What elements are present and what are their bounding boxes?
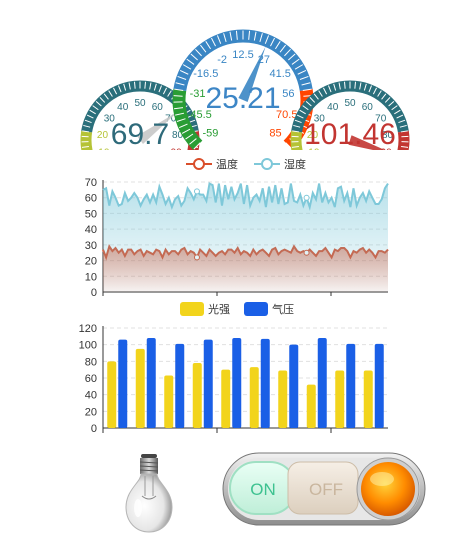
right-gauge-tick-label: 40 [327,102,339,113]
center-gauge-pointer [238,46,266,102]
bar-y-tick-label: 0 [91,423,97,435]
light-pressure-bar-chart: 光强 气压 0 20 40 60 80 100 120 [79,302,388,435]
line-y-tick-label: 0 [91,287,97,296]
pressure-bar [232,338,242,428]
light-bulb-icon[interactable] [118,452,180,534]
pressure-bar [374,343,384,428]
light-bar [306,384,316,428]
left-gauge-tick-label: 30 [104,114,116,125]
line-point [193,188,200,195]
line-y-tick-label: 30 [85,240,97,252]
legend-item-pressure[interactable]: 气压 [244,302,294,316]
right-gauge-tick-label: 70 [375,114,387,125]
center-gauge-tick-label: 56 [282,88,294,100]
switch-knob[interactable] [361,462,415,516]
right-gauge-tick-label: 60 [362,102,374,113]
left-gauge-tick-label: 60 [152,102,164,113]
left-gauge-tick-label: 20 [97,130,109,141]
right-gauge-tick-label: 50 [344,98,356,109]
bar-y-tick-label: 120 [79,323,97,335]
line-y-tick-label: 10 [85,271,97,283]
right-gauge-tick-label: 90 [381,148,393,150]
gauges-panel: 010203040506070809010069.7-59-45.5-31-16… [80,29,410,150]
left-gauge-tick-label: 10 [98,148,110,150]
light-bar [221,369,231,428]
bar-chart-series [107,338,384,428]
light-bar [335,370,345,428]
off-label: OFF [309,480,343,499]
left-gauge-pointer [137,111,179,145]
legend-label-pressure: 气压 [272,302,294,316]
light-bar [363,370,373,428]
light-bar [192,363,202,428]
bar-y-tick-label: 60 [85,373,97,385]
pressure-bar [317,338,327,428]
legend-label-humidity: 湿度 [284,157,306,171]
bar-y-tick-label: 40 [85,390,97,402]
center-gauge-tick-label: -59 [203,128,219,140]
pressure-bar [146,338,156,428]
legend-item-humidity[interactable]: 湿度 [254,157,306,171]
right-gauge-tick-label: 10 [308,148,320,150]
bar-y-tick-label: 20 [85,406,97,418]
light-bar [249,367,259,428]
center-gauge-tick-label: 70.5 [276,109,297,121]
right-gauge-tick-label: 30 [314,114,326,125]
center-gauge-tick-label: -2 [217,54,227,66]
center-gauge-tick-label: -45.5 [187,109,212,121]
left-gauge-tick-label: 90 [171,148,183,150]
center-gauge-tick-label: 41.5 [270,68,291,80]
line-y-tick-label: 70 [85,177,97,189]
bar-y-tick-label: 100 [79,340,97,352]
legend-label-temperature: 温度 [216,157,238,171]
left-gauge-tick-label: 80 [172,130,184,141]
on-off-toggle-switch[interactable]: ON OFF [222,452,426,526]
line-y-tick-label: 20 [85,256,97,268]
temperature-humidity-line-chart: 温度 湿度 0 10 20 30 40 50 60 70 [85,157,389,296]
left-gauge-tick-label: 70 [165,114,177,125]
light-bar [278,370,288,428]
line-series-humidity [102,182,389,211]
line-y-tick-label: 40 [85,224,97,236]
on-label: ON [250,480,276,499]
line-area-humidity [103,183,388,292]
center-gauge-tick-label: -16.5 [193,68,218,80]
center-gauge: -59-45.5-31-16.5-2 12.5 2741.55670.58525.2… [172,29,314,150]
pressure-bar [289,344,299,428]
pressure-bar [175,343,185,428]
right-gauge-pointer [348,135,385,150]
light-bar [135,348,145,428]
left-gauge-tick-label: 50 [134,98,146,109]
legend-item-temperature[interactable]: 温度 [186,157,238,171]
pressure-bar [118,339,128,428]
line-point [303,194,310,201]
right-gauge-value: 101.46 [304,118,396,150]
legend-label-light: 光强 [208,302,230,316]
bar-legend: 光强 气压 [180,302,294,316]
right-gauge: 0102030405060708090100101.46 [290,80,410,150]
right-gauge-tick-label: 20 [307,130,319,141]
left-gauge-tick-label: 40 [117,102,129,113]
legend-item-light[interactable]: 光强 [180,302,230,316]
center-gauge-tick-label: 12.5 [232,49,253,61]
right-gauge-tick-label: 80 [382,130,394,141]
line-legend: 温度 湿度 [186,157,306,171]
line-chart-series [102,182,389,292]
line-y-tick-label: 50 [85,208,97,220]
light-bar [164,375,174,428]
pressure-bar [346,343,356,428]
left-gauge-value: 69.7 [111,118,169,150]
line-y-tick-label: 60 [85,193,97,205]
bar-y-tick-label: 80 [85,356,97,368]
center-gauge-value: 25.21 [205,82,280,115]
pressure-bar [203,339,213,428]
light-bar [107,361,117,428]
pressure-bar [260,338,270,428]
center-gauge-tick-label: -31 [190,88,206,100]
center-gauge-tick-label: 85 [269,128,281,140]
